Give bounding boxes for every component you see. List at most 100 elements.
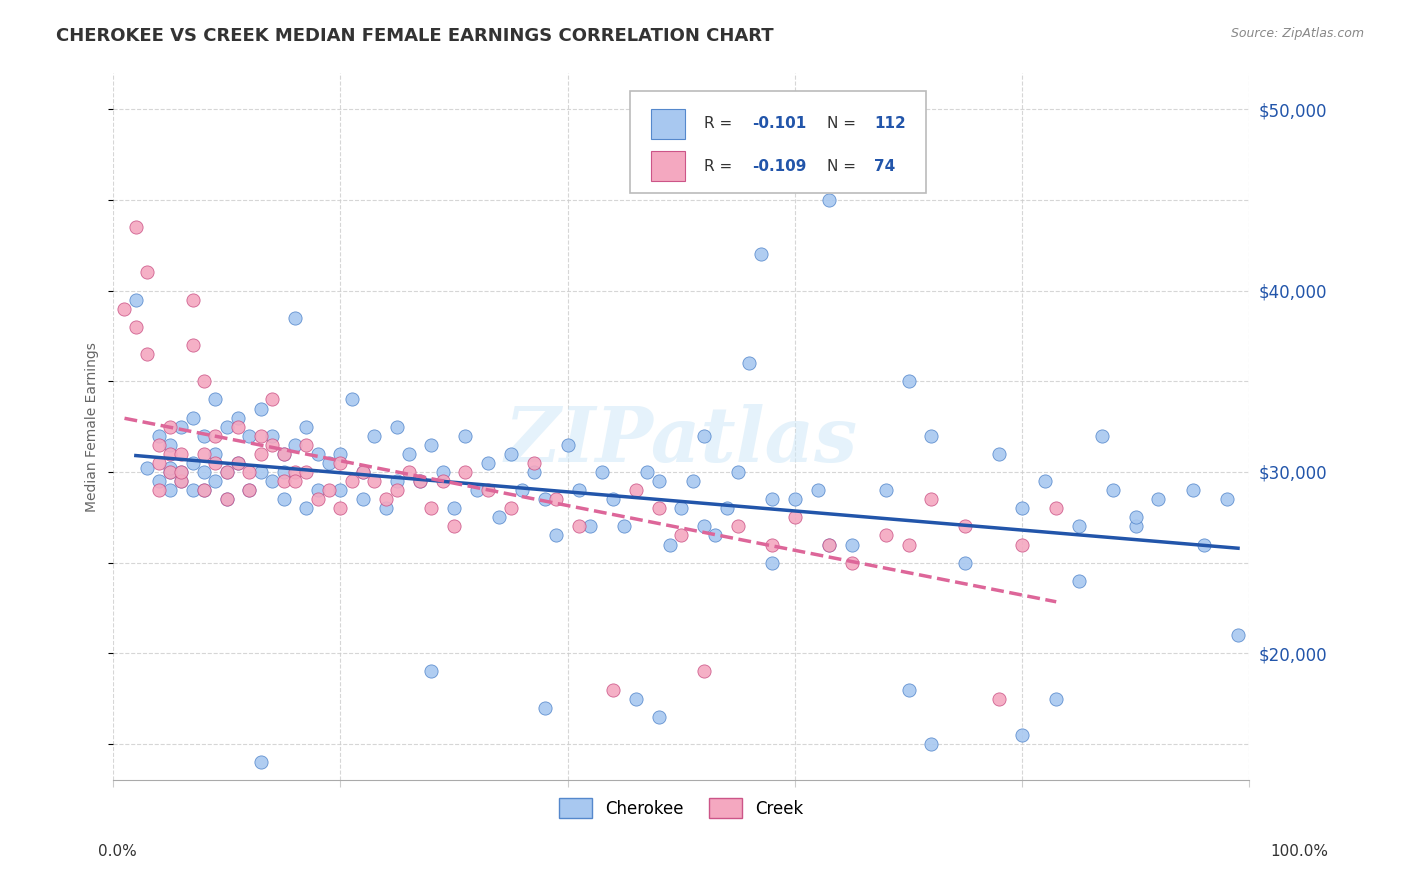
Point: [250, 755, 273, 769]
Point: [262, 392, 284, 407]
Point: [226, 456, 249, 470]
Point: [273, 465, 295, 479]
Point: [818, 537, 841, 551]
Point: [262, 428, 284, 442]
Point: [658, 537, 681, 551]
Point: [226, 456, 249, 470]
Point: [761, 537, 783, 551]
Point: [284, 465, 307, 479]
Point: [432, 474, 454, 488]
Point: [318, 456, 340, 470]
Point: [693, 665, 716, 679]
Point: [1045, 501, 1067, 516]
Point: [159, 461, 181, 475]
Point: [125, 220, 148, 235]
Point: [443, 519, 465, 533]
Point: [546, 492, 568, 507]
Point: [1102, 483, 1125, 497]
Point: [238, 483, 260, 497]
Point: [204, 456, 226, 470]
Point: [875, 483, 897, 497]
Point: [387, 474, 409, 488]
Point: [148, 438, 170, 452]
Point: [226, 419, 249, 434]
Point: [226, 410, 249, 425]
Point: [148, 428, 170, 442]
Point: [238, 483, 260, 497]
Point: [534, 492, 557, 507]
Point: [454, 428, 477, 442]
Point: [1215, 492, 1237, 507]
Point: [920, 737, 942, 751]
Legend: Cherokee, Creek: Cherokee, Creek: [553, 791, 810, 825]
Point: [193, 447, 215, 461]
Point: [250, 465, 273, 479]
Point: [136, 265, 159, 279]
Point: [181, 293, 204, 307]
Point: [1067, 519, 1090, 533]
Point: [329, 456, 352, 470]
Point: [215, 492, 238, 507]
Point: [818, 193, 841, 207]
Point: [568, 519, 591, 533]
Point: [465, 483, 488, 497]
Y-axis label: Median Female Earnings: Median Female Earnings: [86, 342, 100, 512]
Point: [136, 461, 159, 475]
Point: [125, 319, 148, 334]
Point: [170, 465, 193, 479]
Point: [170, 474, 193, 488]
Point: [647, 501, 669, 516]
Point: [204, 428, 226, 442]
Point: [920, 492, 942, 507]
Point: [420, 501, 443, 516]
Point: [579, 519, 602, 533]
Point: [624, 483, 647, 497]
Point: [1011, 501, 1033, 516]
Point: [783, 510, 806, 524]
Text: R =: R =: [704, 116, 737, 131]
Point: [204, 474, 226, 488]
Point: [159, 465, 181, 479]
Point: [1011, 728, 1033, 742]
Point: [557, 438, 579, 452]
Point: [193, 483, 215, 497]
Point: [170, 419, 193, 434]
Text: CHEROKEE VS CREEK MEDIAN FEMALE EARNINGS CORRELATION CHART: CHEROKEE VS CREEK MEDIAN FEMALE EARNINGS…: [56, 27, 773, 45]
Point: [363, 428, 385, 442]
Point: [761, 492, 783, 507]
Point: [170, 465, 193, 479]
Point: [250, 401, 273, 416]
Point: [409, 474, 432, 488]
Point: [114, 301, 136, 316]
Point: [510, 483, 533, 497]
Point: [875, 528, 897, 542]
Point: [273, 474, 295, 488]
Point: [295, 465, 318, 479]
Point: [955, 556, 977, 570]
Text: 112: 112: [875, 116, 907, 131]
Point: [398, 465, 420, 479]
Point: [329, 483, 352, 497]
Point: [159, 419, 181, 434]
Point: [273, 447, 295, 461]
Point: [329, 501, 352, 516]
Point: [340, 392, 363, 407]
Point: [215, 419, 238, 434]
Point: [693, 428, 716, 442]
Point: [352, 465, 374, 479]
Point: [955, 519, 977, 533]
Point: [897, 682, 920, 697]
Point: [329, 447, 352, 461]
Text: 0.0%: 0.0%: [98, 845, 138, 859]
Point: [1181, 483, 1204, 497]
Point: [238, 465, 260, 479]
Point: [181, 410, 204, 425]
Point: [477, 483, 499, 497]
Point: [647, 710, 669, 724]
Point: [159, 447, 181, 461]
Point: [250, 447, 273, 461]
Point: [204, 392, 226, 407]
Point: [727, 519, 749, 533]
Text: N =: N =: [827, 116, 860, 131]
Point: [170, 447, 193, 461]
